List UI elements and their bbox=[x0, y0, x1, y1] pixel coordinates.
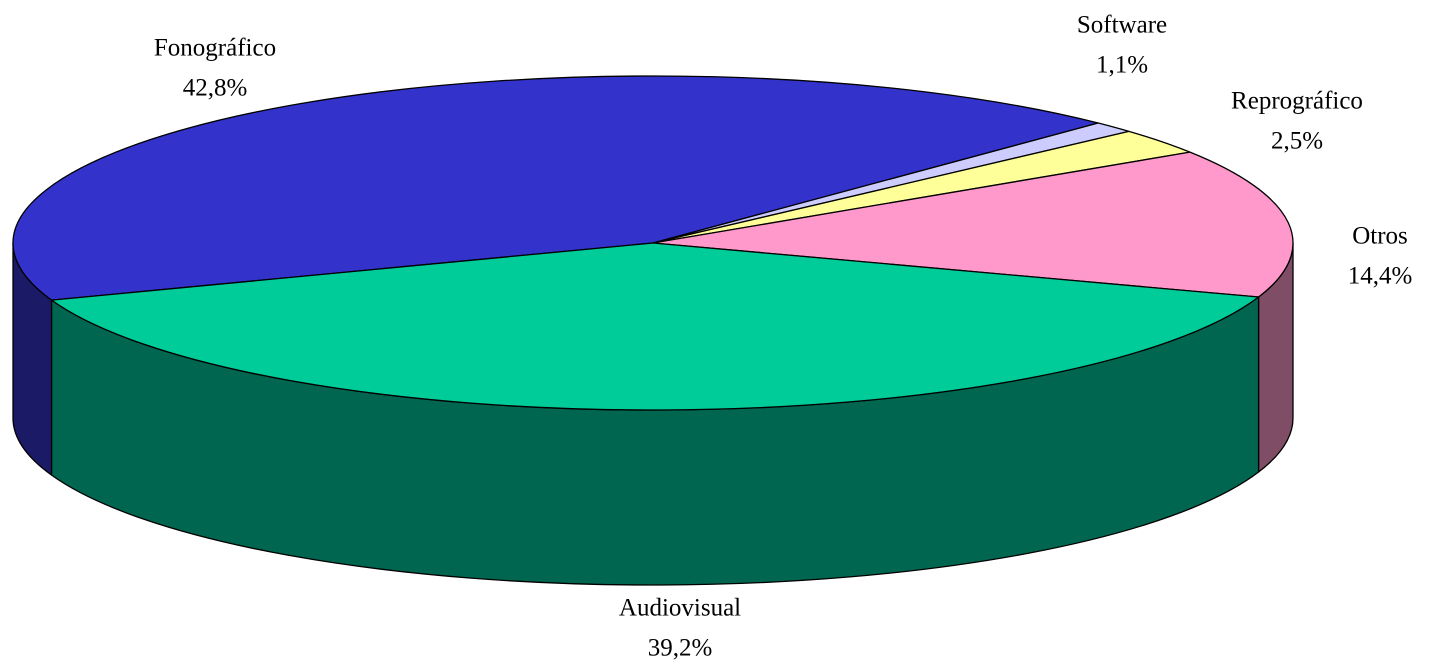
value-label: 42,8% bbox=[183, 75, 248, 102]
slice-label: Audiovisual bbox=[619, 595, 741, 622]
value-label: 1,1% bbox=[1096, 52, 1148, 79]
pie-slice bbox=[50, 242, 1260, 411]
slice-label: Reprográfico bbox=[1231, 88, 1363, 115]
pie-slice bbox=[652, 151, 1294, 298]
value-label: 2,5% bbox=[1271, 128, 1323, 155]
slice-label: Software bbox=[1077, 12, 1167, 39]
slice-label: Fonográfico bbox=[154, 35, 276, 62]
value-label: 39,2% bbox=[648, 635, 713, 662]
slice-label: Otros bbox=[1352, 223, 1408, 250]
value-label: 14,4% bbox=[1348, 263, 1413, 290]
pie-slice bbox=[12, 75, 1099, 301]
